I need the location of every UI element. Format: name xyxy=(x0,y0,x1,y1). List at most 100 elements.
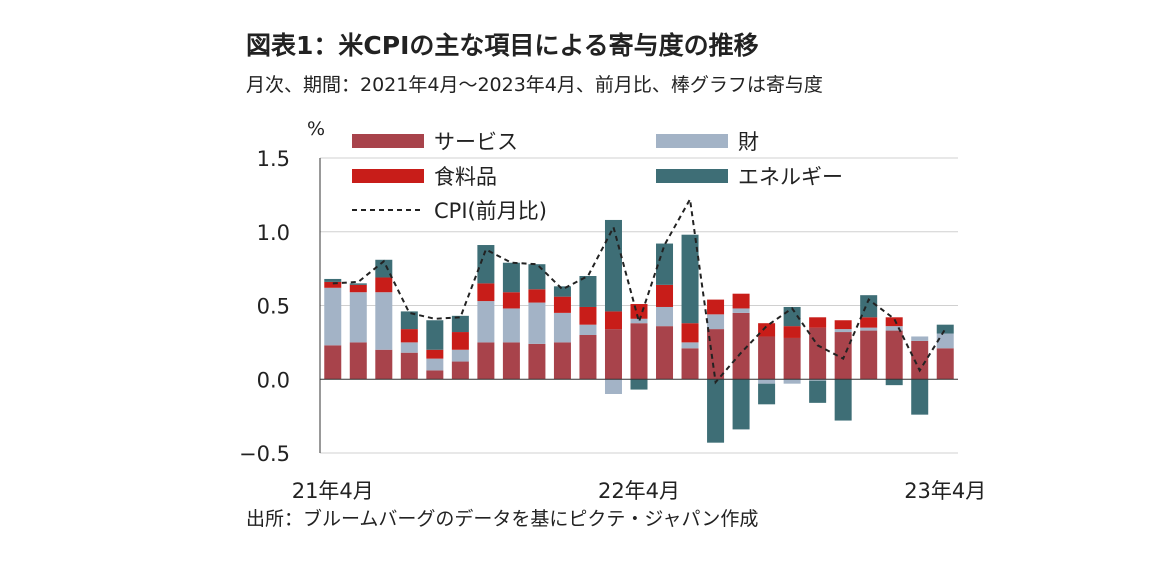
bar-segment xyxy=(451,349,469,362)
bar-segment xyxy=(477,342,495,380)
bar-segment xyxy=(400,329,418,343)
bar-segment xyxy=(400,311,418,330)
source-note: 出所：ブルームバーグのデータを基にピクテ・ジャパン作成 xyxy=(246,508,759,530)
bar-segment xyxy=(707,299,725,315)
bar-segment xyxy=(604,311,622,330)
bar-segment xyxy=(834,379,852,421)
bars xyxy=(324,219,954,443)
bar-segment xyxy=(630,318,648,324)
y-tick-label: 1.0 xyxy=(257,221,290,245)
x-tick-label: 23年4月 xyxy=(904,479,986,503)
bar-segment xyxy=(553,286,571,297)
bar-segment xyxy=(579,335,597,380)
bar-segment xyxy=(860,317,878,328)
y-axis-tick-labels: 1.5 1.0 0.5 0.0 −0.5 xyxy=(239,147,290,466)
bar-segment xyxy=(885,326,903,331)
legend-label: 財 xyxy=(738,130,759,154)
bar-segment xyxy=(349,284,367,293)
bar-segment xyxy=(400,342,418,353)
bar-segment xyxy=(681,342,699,349)
bar-segment xyxy=(809,317,827,328)
bar-segment xyxy=(349,283,367,285)
bar-segment xyxy=(885,330,903,380)
bar-segment xyxy=(834,329,852,333)
bar-segment xyxy=(936,333,954,349)
bar-segment xyxy=(451,332,469,350)
bar-segment xyxy=(885,379,903,386)
bar-segment xyxy=(681,348,699,380)
bar-segment xyxy=(528,289,546,303)
bar-segment xyxy=(656,243,674,285)
bar-segment xyxy=(604,379,622,394)
bar-segment xyxy=(324,281,342,288)
legend-label: 食料品 xyxy=(434,165,497,189)
gridlines xyxy=(320,157,958,454)
bar-segment xyxy=(604,329,622,380)
bar-segment xyxy=(783,379,801,384)
bar-segment xyxy=(936,324,954,334)
bar-segment xyxy=(732,293,750,309)
bar-segment xyxy=(579,276,597,307)
bar-segment xyxy=(630,304,648,319)
legend-swatch xyxy=(352,134,424,148)
bar-segment xyxy=(911,340,929,380)
bar-segment xyxy=(758,336,776,380)
bar-segment xyxy=(732,312,750,380)
bar-segment xyxy=(630,323,648,380)
bar-segment xyxy=(375,349,393,380)
bar-segment xyxy=(553,296,571,313)
bar-segment xyxy=(809,380,827,403)
chart-subtitle: 月次、期間：2021年4月～2023年4月、前月比、棒グラフは寄与度 xyxy=(246,74,823,96)
bar-segment xyxy=(579,324,597,335)
bar-segment xyxy=(400,352,418,380)
bar-segment xyxy=(758,383,776,405)
legend-swatch xyxy=(656,134,728,148)
bar-segment xyxy=(783,326,801,338)
bar-segment xyxy=(783,337,801,380)
bar-segment xyxy=(426,320,444,350)
bar-segment xyxy=(502,292,520,309)
bar-segment xyxy=(707,329,725,380)
y-tick-label: 0.5 xyxy=(257,295,290,319)
bar-segment xyxy=(349,342,367,380)
bar-segment xyxy=(426,349,444,359)
bar-segment xyxy=(579,306,597,325)
bar-segment xyxy=(477,283,495,302)
bar-segment xyxy=(885,317,903,327)
legend-label: CPI(前月比) xyxy=(434,199,547,223)
bar-segment xyxy=(502,308,520,343)
bar-segment xyxy=(477,301,495,343)
bar-segment xyxy=(324,278,342,282)
bar-segment xyxy=(528,302,546,344)
bar-segment xyxy=(324,287,342,346)
bar-segment xyxy=(375,277,393,293)
bar-segment xyxy=(707,379,725,443)
bar-segment xyxy=(656,306,674,327)
bar-segment xyxy=(758,379,776,384)
bar-segment xyxy=(911,379,929,415)
bar-segment xyxy=(451,315,469,333)
x-axis-tick-labels: 21年4月 22年4月 23年4月 xyxy=(292,479,987,503)
bar-segment xyxy=(349,292,367,343)
bar-segment xyxy=(375,292,393,350)
bar-segment xyxy=(936,348,954,380)
bar-segment xyxy=(732,308,750,313)
legend-label: エネルギー xyxy=(738,165,843,189)
bar-segment xyxy=(553,312,571,343)
bar-segment xyxy=(911,336,929,341)
bar-segment xyxy=(809,379,827,381)
y-tick-label: 1.5 xyxy=(257,147,290,171)
bar-segment xyxy=(502,262,520,293)
legend-label: サービス xyxy=(434,130,518,154)
bar-segment xyxy=(834,332,852,380)
bar-segment xyxy=(732,379,750,430)
x-tick-label: 21年4月 xyxy=(292,479,374,503)
legend-swatch xyxy=(352,169,424,183)
bar-segment xyxy=(656,284,674,307)
bar-segment xyxy=(528,264,546,290)
bar-segment xyxy=(528,343,546,380)
bar-segment xyxy=(426,370,444,380)
chart-title: 図表1：米CPIの主な項目による寄与度の推移 xyxy=(246,31,759,60)
bar-segment xyxy=(681,323,699,343)
